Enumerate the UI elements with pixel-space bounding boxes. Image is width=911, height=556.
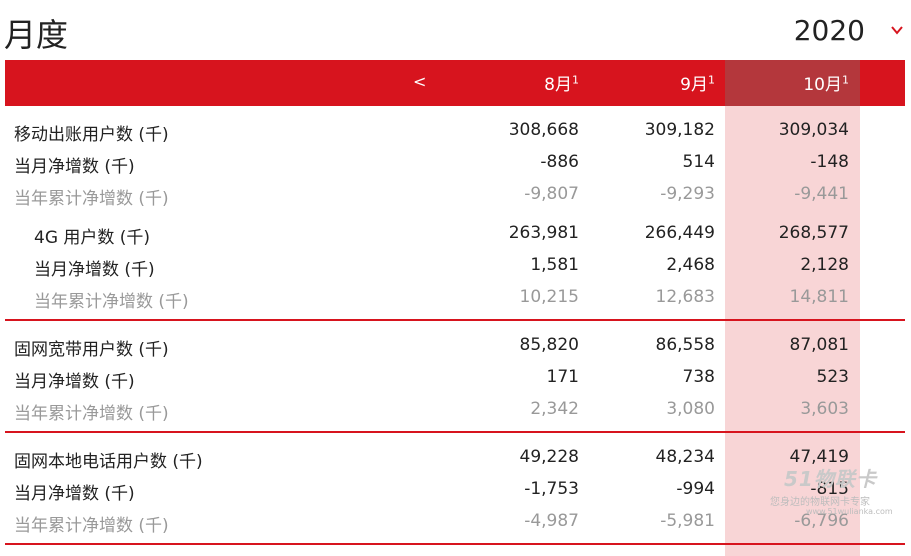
cell-value: 523 — [816, 367, 849, 387]
cell-value: 263,981 — [508, 223, 579, 243]
cell-value: -9,807 — [524, 184, 579, 204]
row-label: 当年累计净增数 (千) — [14, 189, 169, 209]
cell-value: 738 — [682, 367, 715, 387]
table-row: 当月净增数 (千) -886 514 -148 — [0, 146, 911, 178]
table-row: 当年累计净增数 (千) -9,807 -9,293 -9,441 — [0, 178, 911, 210]
cell-value: 87,081 — [789, 335, 849, 355]
row-label: 当月净增数 (千) — [14, 484, 135, 504]
table-row: 固网本地电话用户数 (千) 49,228 48,234 47,419 — [0, 441, 911, 473]
row-label: 当年累计净增数 (千) — [14, 516, 169, 536]
footnote-marker: 1 — [708, 73, 715, 87]
table-row: 固网宽带用户数 (千) 85,820 86,558 87,081 — [0, 329, 911, 361]
cell-value: 268,577 — [778, 223, 849, 243]
cell-value: 171 — [546, 367, 579, 387]
prev-month-button[interactable]: < — [413, 72, 427, 91]
cell-value: 48,234 — [655, 447, 715, 467]
row-label: 当月净增数 (千) — [34, 260, 155, 280]
cell-value: -5,981 — [660, 511, 715, 531]
row-label: 当年累计净增数 (千) — [14, 404, 169, 424]
row-label: 固网宽带用户数 (千) — [14, 340, 169, 360]
cell-value: 1,581 — [530, 255, 579, 275]
selected-column-header-bg — [725, 60, 860, 106]
cell-value: 10,215 — [519, 287, 579, 307]
footnote-marker: 1 — [572, 73, 579, 87]
table-row: 4G 用户数 (千) 263,981 266,449 268,577 — [0, 217, 911, 249]
cell-value: 47,419 — [789, 447, 849, 467]
cell-value: 2,342 — [530, 399, 579, 419]
row-label: 固网本地电话用户数 (千) — [14, 452, 203, 472]
cell-value: -886 — [540, 152, 579, 172]
table-row: 当年累计净增数 (千) 10,215 12,683 14,811 — [0, 281, 911, 313]
watermark-url: www.51wulianka.com — [806, 507, 893, 516]
cell-value: 49,228 — [519, 447, 579, 467]
cell-value: -4,987 — [524, 511, 579, 531]
month-header-oct[interactable]: 10月1 — [729, 70, 849, 95]
month-label: 9月 — [680, 75, 708, 95]
cell-value: 308,668 — [508, 120, 579, 140]
selected-column-highlight — [725, 60, 860, 556]
cell-value: 266,449 — [644, 223, 715, 243]
row-label: 当月净增数 (千) — [14, 372, 135, 392]
month-header-aug[interactable]: 8月1 — [459, 70, 579, 95]
month-label: 8月 — [544, 75, 572, 95]
year-selector[interactable]: 2020 — [793, 14, 865, 47]
cell-value: 309,034 — [778, 120, 849, 140]
cell-value: 85,820 — [519, 335, 579, 355]
row-label: 当年累计净增数 (千) — [34, 292, 189, 312]
section-divider — [5, 319, 905, 321]
table-row: 当年累计净增数 (千) -4,987 -5,981 -6,796 — [0, 505, 911, 537]
table-row: 移动出账用户数 (千) 308,668 309,182 309,034 — [0, 114, 911, 146]
table-row: 当月净增数 (千) 1,581 2,468 2,128 — [0, 249, 911, 281]
cell-value: 309,182 — [644, 120, 715, 140]
month-header-sep[interactable]: 9月1 — [595, 70, 715, 95]
cell-value: -9,293 — [660, 184, 715, 204]
cell-value: -815 — [810, 479, 849, 499]
chevron-down-icon[interactable] — [891, 24, 903, 36]
table-row: 当月净增数 (千) -1,753 -994 -815 — [0, 473, 911, 505]
cell-value: -994 — [676, 479, 715, 499]
watermark-tagline: 您身边的物联网卡专家 — [770, 497, 870, 508]
watermark-logo: 51物联卡 — [784, 467, 877, 491]
month-label: 10月 — [803, 75, 842, 95]
cell-value: 2,468 — [666, 255, 715, 275]
cell-value: 86,558 — [655, 335, 715, 355]
cell-value: 12,683 — [655, 287, 715, 307]
cell-value: 3,080 — [666, 399, 715, 419]
footnote-marker: 1 — [842, 73, 849, 87]
section-divider — [5, 431, 905, 433]
cell-value: -9,441 — [794, 184, 849, 204]
cell-value: -1,753 — [524, 479, 579, 499]
table-row: 当年累计净增数 (千) 2,342 3,080 3,603 — [0, 393, 911, 425]
row-label: 当月净增数 (千) — [14, 157, 135, 177]
cell-value: 2,128 — [800, 255, 849, 275]
page-title: 月度 — [4, 16, 69, 54]
cell-value: 3,603 — [800, 399, 849, 419]
cell-value: 514 — [682, 152, 715, 172]
section-divider — [5, 543, 905, 545]
cell-value: -148 — [810, 152, 849, 172]
row-label: 4G 用户数 (千) — [34, 228, 151, 248]
watermark: 51物联卡 您身边的物联网卡专家 www.51wulianka.com — [770, 463, 905, 519]
cell-value: 14,811 — [789, 287, 849, 307]
cell-value: -6,796 — [794, 511, 849, 531]
table-row: 当月净增数 (千) 171 738 523 — [0, 361, 911, 393]
row-label: 移动出账用户数 (千) — [14, 125, 169, 145]
